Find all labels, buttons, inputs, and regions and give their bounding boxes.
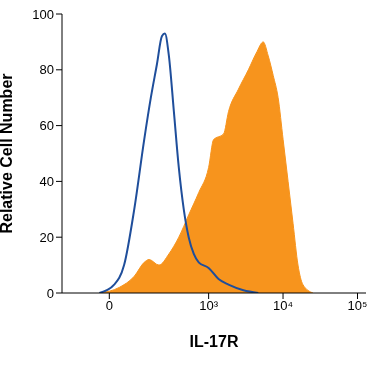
- svg-text:0: 0: [47, 286, 54, 301]
- svg-text:10⁴: 10⁴: [273, 298, 293, 313]
- svg-text:100: 100: [32, 7, 54, 22]
- svg-text:10⁵: 10⁵: [348, 298, 364, 313]
- svg-text:IL-17R: IL-17R: [190, 333, 239, 350]
- svg-text:40: 40: [40, 174, 54, 189]
- svg-text:80: 80: [40, 62, 54, 77]
- svg-text:10³: 10³: [199, 298, 218, 313]
- svg-text:20: 20: [40, 230, 54, 245]
- svg-text:0: 0: [106, 298, 113, 313]
- svg-text:Relative Cell Number: Relative Cell Number: [8, 73, 15, 233]
- svg-text:60: 60: [40, 118, 54, 133]
